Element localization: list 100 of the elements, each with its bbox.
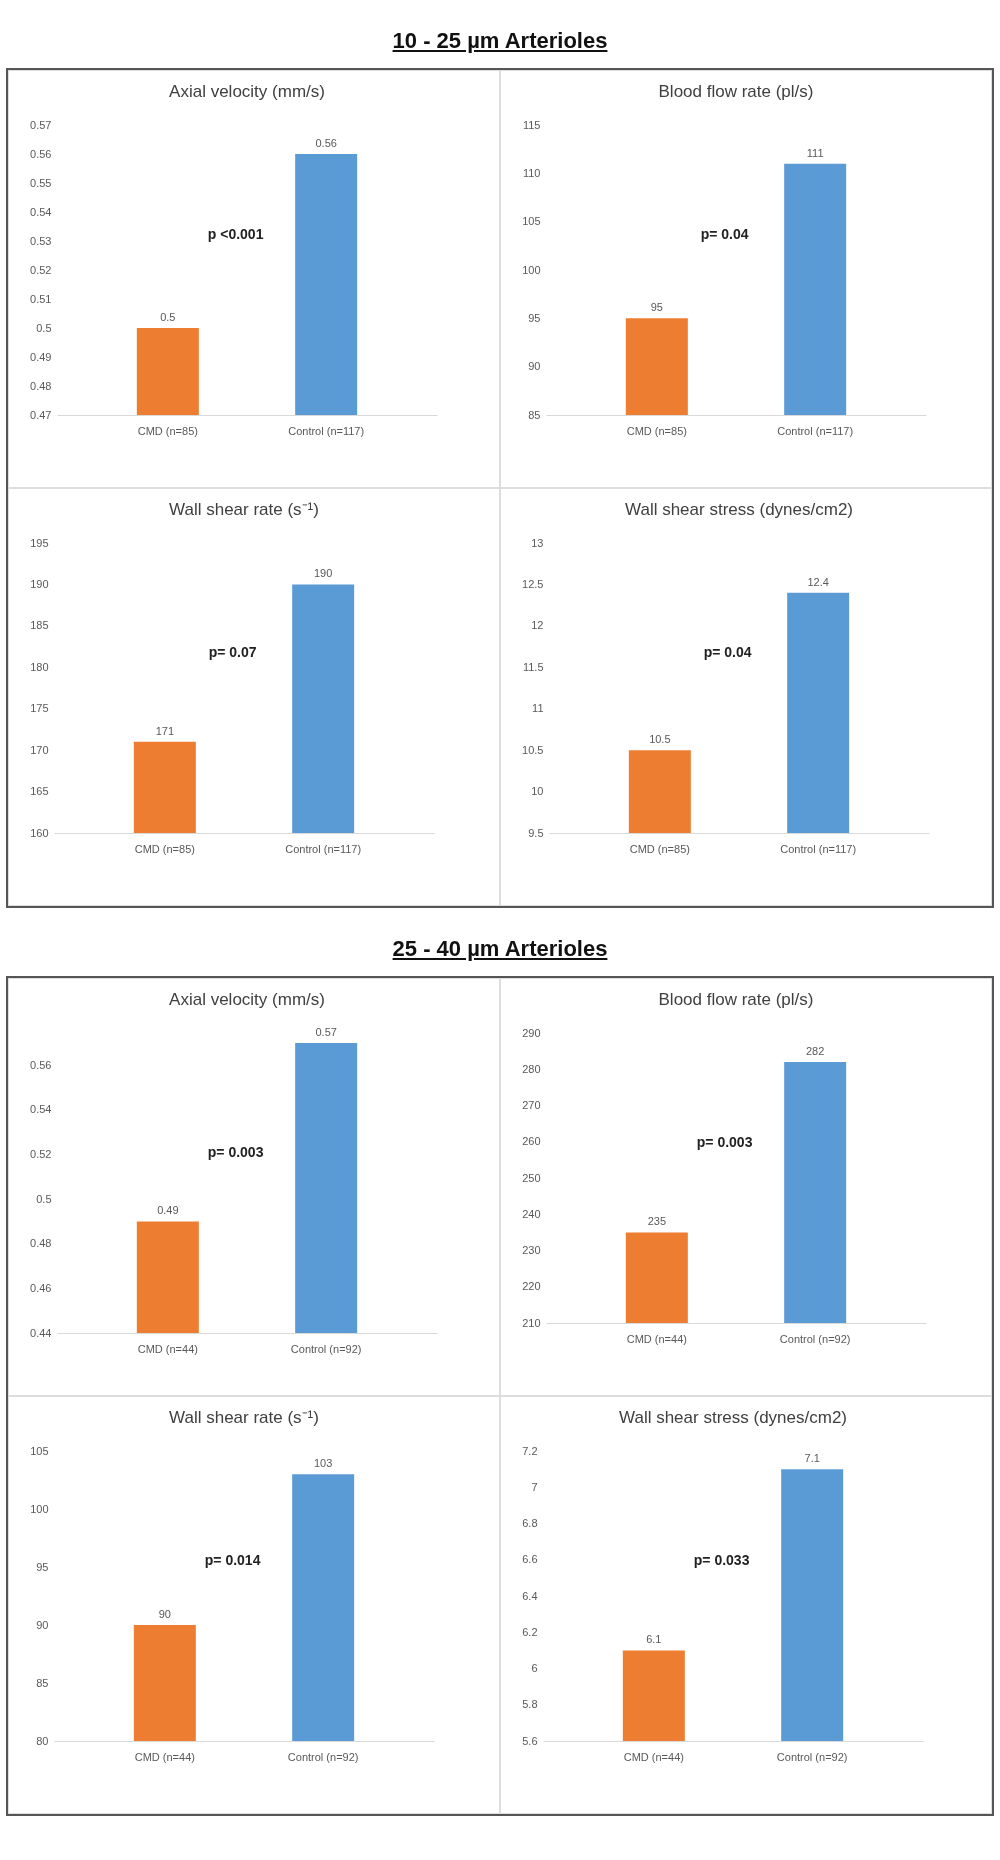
- annotation: p <0.001: [207, 226, 264, 243]
- y-tick-label: 6.4: [522, 1589, 538, 1602]
- y-tick-label: 6.6: [522, 1553, 538, 1566]
- x-tick-label: CMD (n=85): [626, 424, 687, 437]
- y-tick-label: 0.49: [30, 350, 52, 363]
- x-tick-label: Control (n=92): [776, 1750, 848, 1763]
- annotation: p= 0.003: [696, 1134, 753, 1151]
- chart-title: Wall shear stress (dynes/cm2): [625, 500, 853, 519]
- y-tick-label: 7: [531, 1480, 538, 1493]
- data-label: 0.57: [315, 1026, 337, 1038]
- y-tick-label: 0.56: [30, 1058, 52, 1071]
- annotation: p= 0.04: [700, 226, 749, 243]
- y-tick-label: 85: [528, 408, 541, 421]
- y-tick-label: 90: [36, 1618, 49, 1631]
- annotation: p= 0.033: [693, 1552, 750, 1569]
- text: 10 - 25 µm Arterioles: [391, 27, 609, 55]
- data-label: 235: [647, 1215, 667, 1228]
- y-tick-label: 105: [522, 215, 541, 228]
- y-tick-label: 105: [30, 1444, 49, 1457]
- x-tick-label: Control (n=92): [779, 1332, 851, 1345]
- y-tick-label: 0.44: [30, 1326, 52, 1339]
- chart-title: Axial velocity (mm/s): [169, 82, 325, 101]
- y-tick-label: 5.8: [522, 1698, 538, 1711]
- x-tick-label: Control (n=92): [287, 1750, 359, 1763]
- x-tick-label: CMD (n=44): [134, 1750, 195, 1763]
- y-tick-label: 210: [522, 1316, 541, 1329]
- data-label: 0.56: [315, 137, 337, 149]
- y-tick-label: 95: [36, 1560, 49, 1573]
- data-label: 6.1: [646, 1633, 662, 1646]
- data-label: 10.5: [649, 733, 671, 746]
- y-tick-label: 0.55: [30, 176, 52, 189]
- annotation: p= 0.014: [204, 1552, 261, 1569]
- y-tick-label: 5.6: [522, 1734, 538, 1747]
- text: 25 - 40 µm Arterioles: [391, 935, 609, 963]
- y-tick-label: 80: [36, 1734, 49, 1747]
- x-tick-label: Control (n=117): [780, 842, 857, 855]
- y-tick-label: 11: [532, 702, 544, 715]
- y-tick-label: 0.54: [30, 205, 52, 218]
- data-label: 171: [155, 724, 175, 737]
- y-tick-label: 10.5: [522, 743, 544, 756]
- y-tick-label: 0.57: [30, 118, 52, 131]
- y-tick-label: 100: [30, 1502, 49, 1515]
- data-label: 190: [313, 567, 333, 580]
- y-tick-label: 230: [522, 1244, 541, 1256]
- y-tick-label: 0.56: [30, 147, 52, 160]
- data-label: 0.49: [157, 1204, 179, 1217]
- x-tick-label: CMD (n=44): [137, 1342, 198, 1355]
- y-tick-label: 0.53: [30, 234, 52, 247]
- data-label: 90: [158, 1608, 171, 1620]
- x-tick-label: Control (n=117): [285, 842, 362, 855]
- y-tick-label: 240: [522, 1207, 541, 1220]
- y-tick-label: 100: [522, 263, 541, 276]
- data-label: 95: [650, 301, 663, 314]
- y-tick-label: 290: [522, 1026, 541, 1039]
- y-tick-label: 9.5: [528, 826, 544, 839]
- y-tick-label: 0.5: [36, 1192, 52, 1205]
- x-tick-label: CMD (n=85): [134, 842, 195, 855]
- chart-title: Wall shear rate (s⁻¹): [169, 500, 319, 519]
- x-tick-label: Control (n=117): [288, 424, 365, 437]
- data-label: 111: [806, 146, 824, 159]
- y-tick-label: 6.8: [522, 1517, 538, 1529]
- y-tick-label: 220: [522, 1280, 541, 1293]
- data-label: 103: [313, 1457, 333, 1470]
- y-tick-label: 0.51: [30, 292, 52, 305]
- y-tick-label: 7.2: [522, 1444, 538, 1457]
- annotation: p= 0.04: [703, 644, 752, 661]
- y-tick-label: 160: [30, 826, 49, 839]
- y-tick-label: 12: [531, 619, 544, 632]
- x-tick-label: CMD (n=44): [623, 1750, 684, 1763]
- chart-title: Blood flow rate (pl/s): [658, 82, 814, 101]
- y-tick-label: 10: [531, 785, 544, 798]
- x-tick-label: CMD (n=85): [629, 842, 690, 855]
- y-tick-label: 12.5: [522, 577, 544, 590]
- chart-title: Axial velocity (mm/s): [169, 990, 325, 1009]
- data-label: 12.4: [807, 575, 829, 588]
- x-tick-label: CMD (n=44): [626, 1332, 687, 1345]
- y-tick-label: 185: [30, 619, 49, 632]
- x-tick-label: Control (n=117): [777, 424, 854, 437]
- x-tick-label: Control (n=92): [290, 1342, 362, 1355]
- chart-title: Wall shear stress (dynes/cm2): [619, 1408, 847, 1427]
- x-tick-label: CMD (n=85): [137, 424, 198, 437]
- y-tick-label: 0.47: [30, 408, 52, 421]
- y-tick-label: 0.5: [36, 321, 52, 334]
- y-tick-label: 6.2: [522, 1625, 538, 1638]
- y-tick-label: 170: [30, 743, 49, 756]
- y-tick-label: 85: [36, 1676, 49, 1689]
- y-tick-label: 280: [522, 1062, 541, 1075]
- y-tick-label: 195: [30, 536, 49, 549]
- y-tick-label: 165: [30, 785, 49, 798]
- y-tick-label: 13: [531, 536, 544, 549]
- y-tick-label: 110: [522, 166, 541, 179]
- y-tick-label: 6: [531, 1662, 538, 1674]
- y-tick-label: 260: [522, 1135, 541, 1148]
- y-tick-label: 0.52: [30, 263, 52, 276]
- data-label: 7.1: [804, 1452, 820, 1465]
- y-tick-label: 90: [528, 360, 541, 373]
- y-tick-label: 0.52: [30, 1148, 52, 1161]
- y-tick-label: 190: [30, 577, 49, 590]
- annotation: p= 0.003: [207, 1144, 264, 1161]
- y-tick-label: 0.48: [30, 1237, 52, 1250]
